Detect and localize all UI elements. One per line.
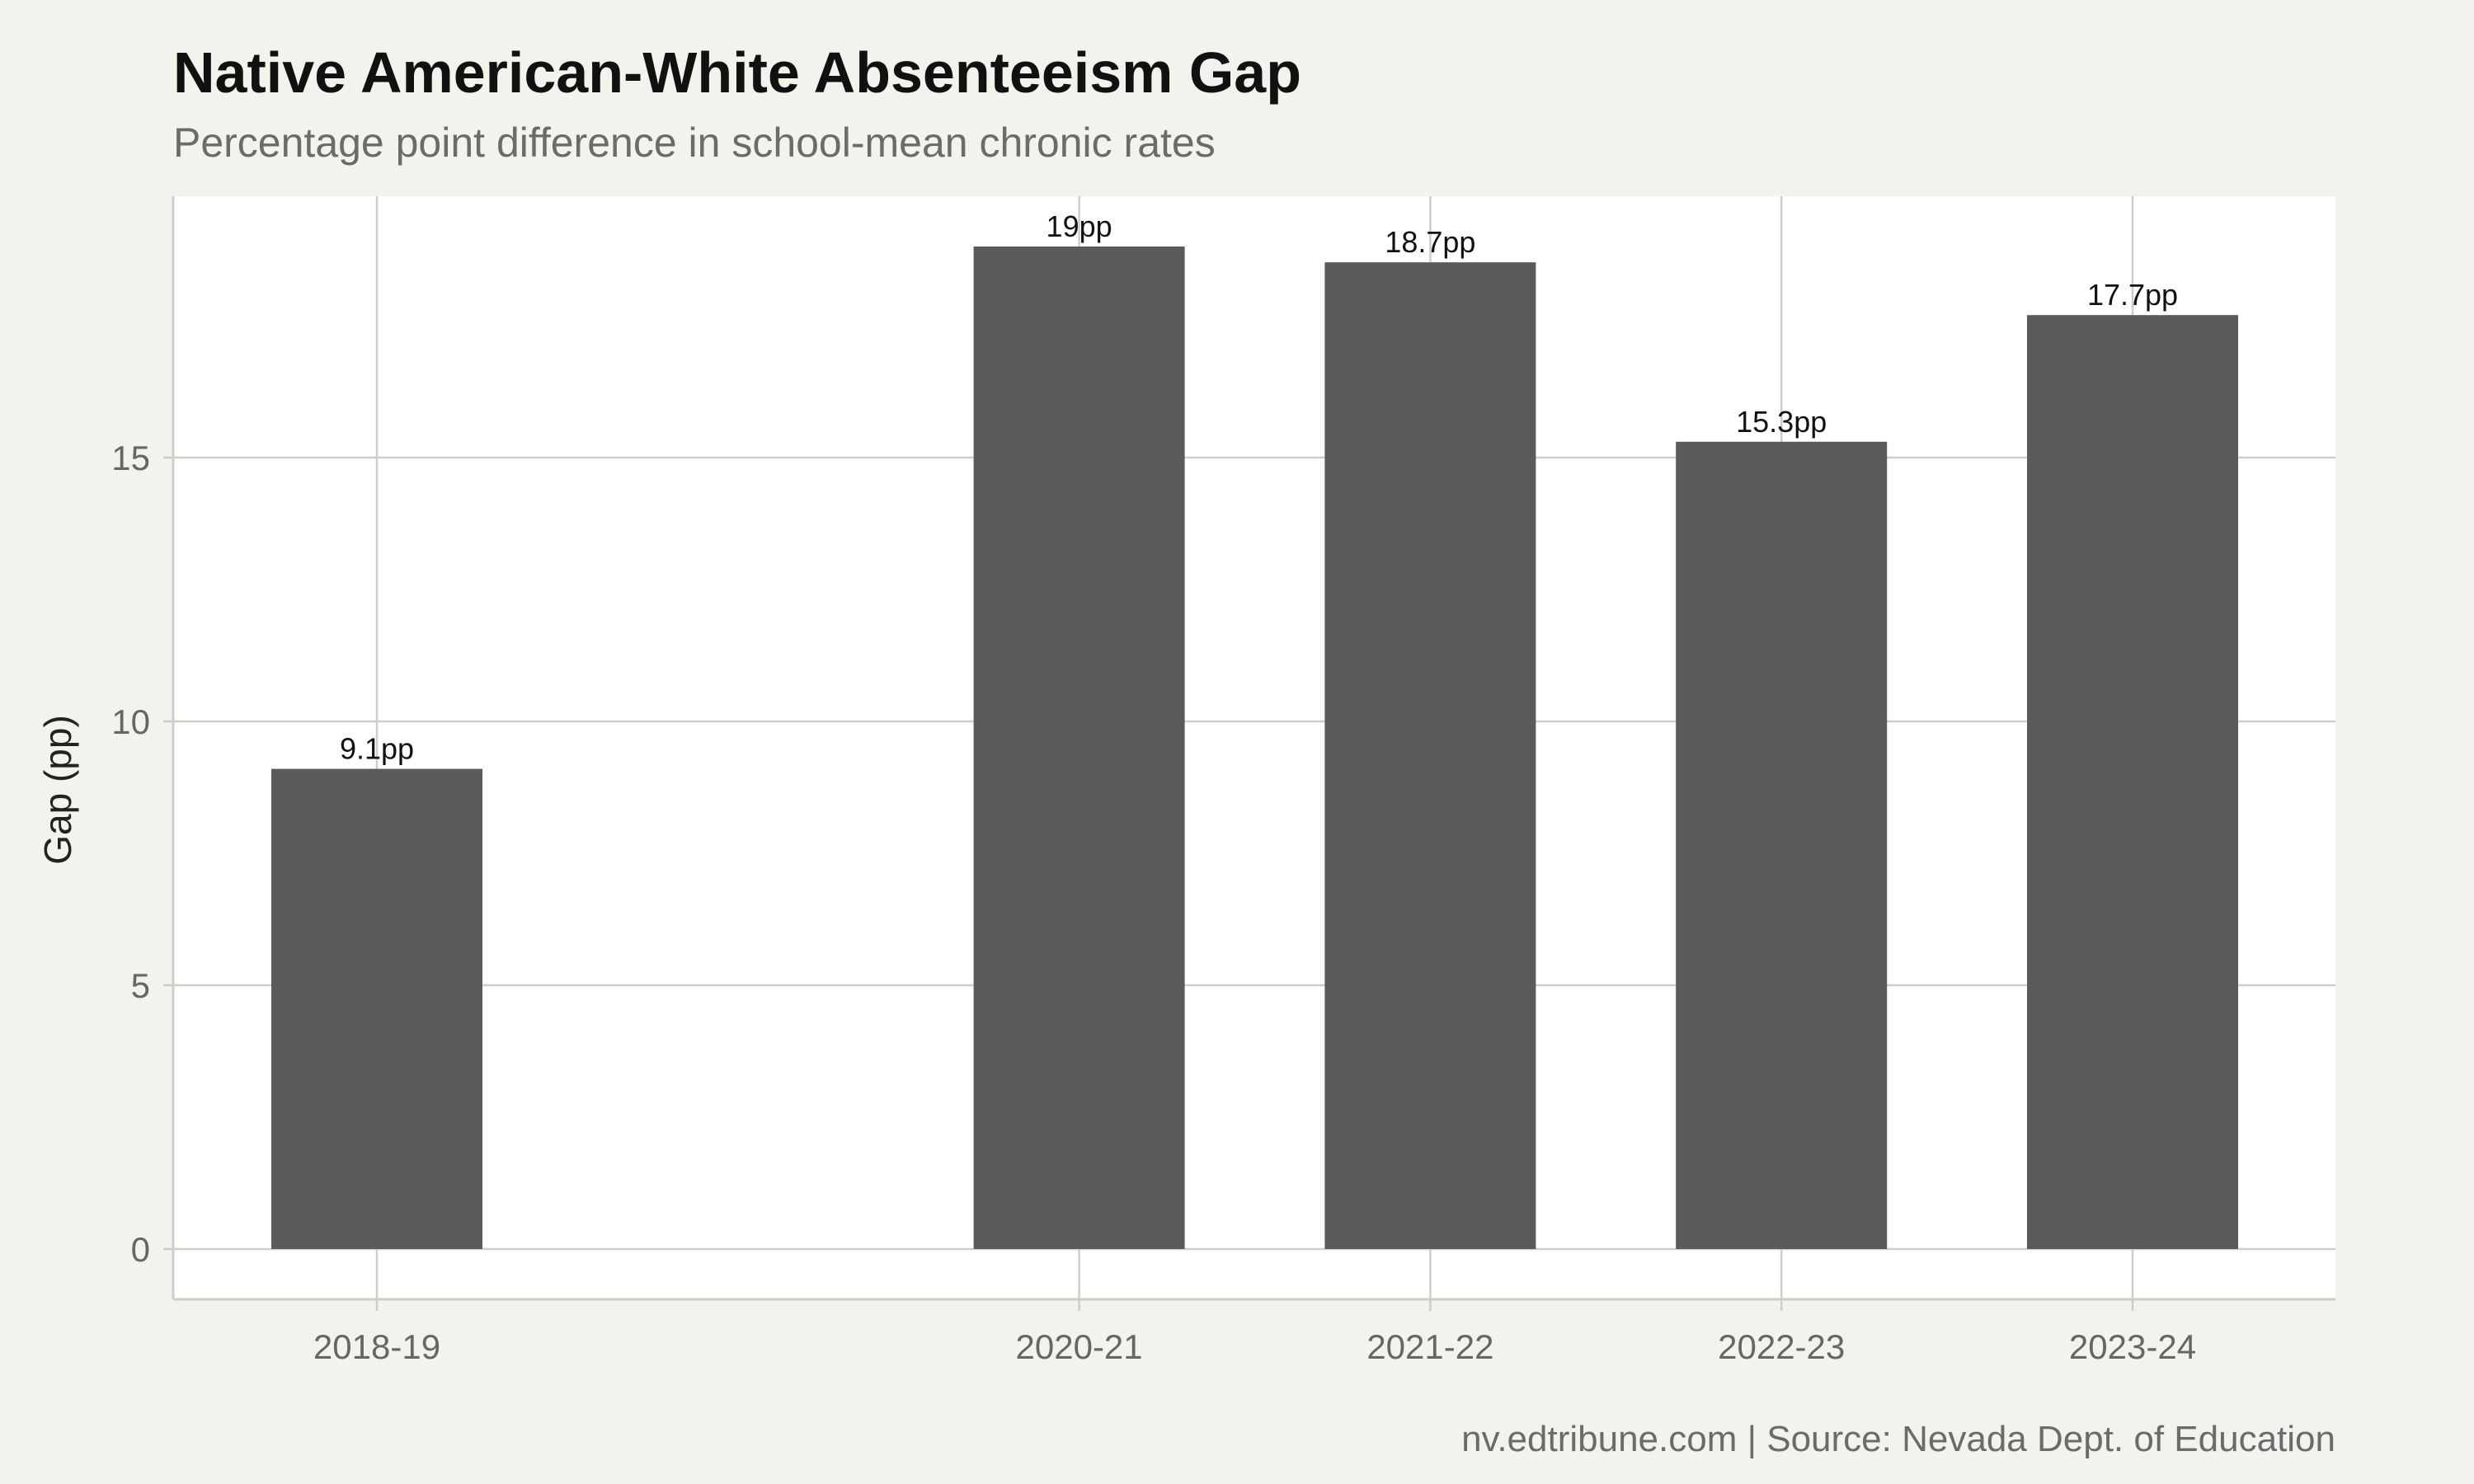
chart-caption: nv.edtribune.com | Source: Nevada Dept. … — [1461, 1419, 2335, 1459]
bar — [1324, 262, 1536, 1250]
data-label: 19pp — [1047, 209, 1112, 243]
data-label: 17.7pp — [2087, 278, 2178, 312]
y-tick-label: 5 — [131, 966, 150, 1005]
plot-panel — [173, 196, 2335, 1299]
data-labels: 9.1pp 19pp 18.7pp 15.3pp 17.7pp — [340, 209, 2178, 766]
bar — [271, 768, 482, 1249]
bars — [271, 247, 2238, 1250]
x-tick-label: 2018-19 — [313, 1327, 440, 1366]
y-tick-label: 0 — [131, 1230, 150, 1269]
axes: 0 5 10 15 2018-19 2020-21 2021-22 2022-23 2023-2… — [111, 196, 2335, 1366]
y-tick-label: 10 — [111, 702, 150, 741]
data-label: 15.3pp — [1736, 405, 1827, 439]
bar — [2027, 315, 2238, 1250]
chart-subtitle: Percentage point difference in school-me… — [173, 120, 1216, 166]
chart-title: Native American-White Absenteeism Gap — [173, 40, 1301, 105]
bar — [973, 247, 1185, 1249]
bar — [1676, 441, 1888, 1249]
y-axis-title: Gap (pp) — [36, 715, 79, 865]
x-tick-label: 2020-21 — [1016, 1327, 1143, 1366]
data-label: 9.1pp — [340, 732, 414, 766]
x-tick-label: 2023-24 — [2069, 1327, 2196, 1366]
data-label: 18.7pp — [1385, 225, 1475, 259]
y-tick-label: 15 — [111, 439, 150, 477]
x-tick-label: 2022-23 — [1718, 1327, 1845, 1366]
x-tick-label: 2021-22 — [1366, 1327, 1493, 1366]
